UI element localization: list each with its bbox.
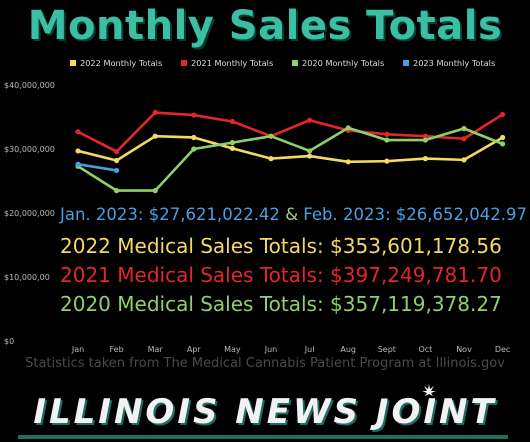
- data-point: [114, 167, 120, 174]
- legend-label: 2022 Monthly Totals: [80, 58, 162, 68]
- data-point: [114, 157, 120, 164]
- legend-swatch: [403, 60, 409, 66]
- legend-swatch: [70, 60, 76, 66]
- y-tick-label: $10,000,00: [4, 273, 50, 282]
- series-line-1: [76, 134, 504, 164]
- x-tick-label: Apr: [187, 345, 202, 354]
- jan-feb-2023-summary: Jan. 2023: $27,621,022.42 & Feb. 2023: $…: [60, 205, 527, 224]
- totals-2020: 2020 Medical Sales Totals: $357,119,378.…: [60, 292, 502, 316]
- totals-2022: 2022 Medical Sales Totals: $353,601,178.…: [60, 234, 502, 258]
- footer-band: [0, 384, 530, 442]
- legend-label: 2021 Monthly Totals: [191, 58, 273, 68]
- x-tick-label: Jun: [264, 345, 278, 354]
- data-point: [461, 136, 467, 142]
- series-line-3: [76, 126, 504, 192]
- ampersand: &: [285, 205, 299, 224]
- data-point: [345, 159, 351, 165]
- brand-underline: [18, 435, 508, 439]
- x-tick-label: Dec: [495, 345, 510, 354]
- data-point: [384, 131, 390, 137]
- data-point: [384, 137, 390, 143]
- data-point: [422, 156, 428, 162]
- data-point: [461, 157, 467, 163]
- data-point: [268, 133, 274, 139]
- data-point: [152, 109, 158, 116]
- data-point: [229, 145, 235, 151]
- data-point: [191, 134, 197, 141]
- series-line-2: [76, 111, 504, 153]
- y-tick-label: $0: [4, 337, 14, 346]
- data-point: [191, 112, 197, 118]
- brand-logo-text: ILLINOIS NEWS JOINT: [33, 392, 497, 432]
- data-point: [152, 188, 158, 194]
- data-point: [384, 158, 390, 164]
- data-point: [75, 148, 81, 154]
- legend-label: 2020 Monthly Totals: [302, 58, 384, 68]
- x-tick-label: Feb: [110, 345, 124, 354]
- page-title: Monthly Sales Totals: [27, 3, 503, 49]
- data-point: [229, 118, 235, 125]
- y-tick-label: $20,000,000: [4, 209, 55, 218]
- x-tick-label: Mar: [148, 345, 164, 354]
- data-point: [461, 125, 467, 132]
- y-tick-label: $30,000,000: [4, 145, 55, 154]
- legend-label: 2023 Monthly Totals: [413, 58, 495, 68]
- data-point: [75, 129, 81, 135]
- totals-2021: 2021 Medical Sales Totals: $397,249,781.…: [60, 263, 502, 287]
- x-tick-label: Aug: [340, 345, 356, 354]
- feb-2023-total: Feb. 2023: $26,652,042.97: [298, 205, 528, 224]
- jan-2023-total: Jan. 2023: $27,621,022.42: [60, 205, 286, 224]
- data-point: [114, 188, 120, 194]
- series-line-4: [76, 162, 118, 172]
- x-tick-label: Jul: [304, 345, 315, 354]
- source-note: Statistics taken from The Medical Cannab…: [25, 356, 505, 371]
- legend-swatch: [181, 60, 187, 66]
- data-point: [229, 140, 235, 146]
- x-tick-label: Jan: [71, 345, 84, 354]
- data-point: [307, 148, 313, 154]
- data-point: [500, 141, 506, 147]
- data-point: [500, 111, 506, 118]
- cannabis-leaf-icon: [422, 384, 436, 396]
- data-point: [500, 134, 506, 141]
- data-point: [191, 146, 197, 152]
- data-point: [307, 153, 313, 159]
- data-point: [268, 156, 274, 162]
- data-point: [307, 117, 313, 123]
- y-tick-label: $40,000,000: [4, 81, 55, 90]
- data-point: [152, 133, 158, 139]
- x-tick-label: Nov: [456, 345, 472, 354]
- legend-swatch: [292, 60, 298, 66]
- x-tick-label: May: [224, 345, 241, 354]
- x-tick-label: Sept: [378, 345, 396, 354]
- data-point: [345, 125, 351, 131]
- data-point: [75, 161, 81, 167]
- data-point: [422, 133, 428, 139]
- data-point: [422, 137, 428, 143]
- x-tick-label: Oct: [418, 345, 432, 354]
- data-point: [114, 148, 120, 155]
